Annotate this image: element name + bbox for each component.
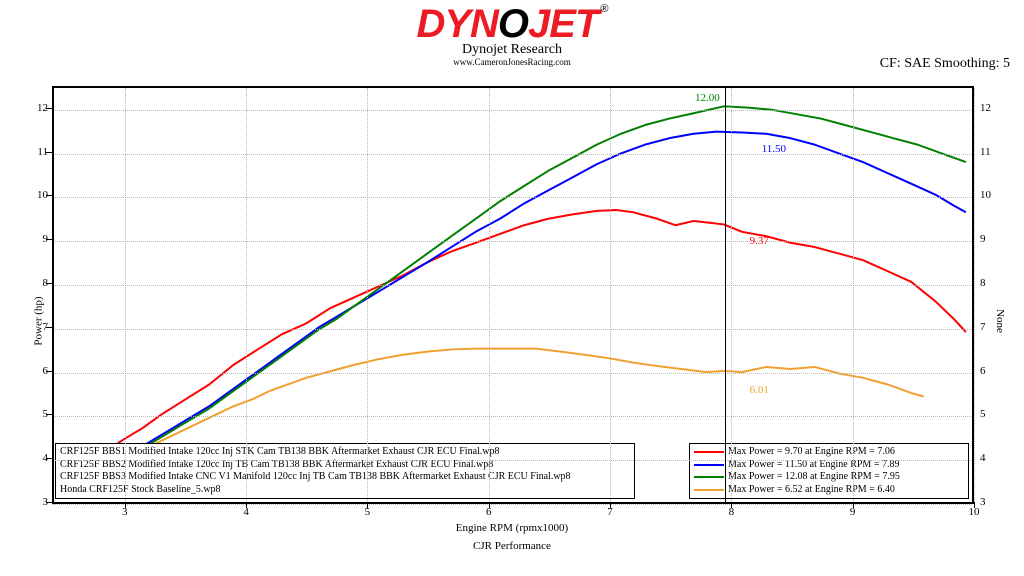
tick-mark [974,502,975,508]
grid-v [610,88,611,502]
grid-h [52,460,972,461]
dynojet-logo: DYNOJET® [416,4,607,44]
grid-v [853,88,854,502]
chart-lines-svg [52,88,972,502]
y-tick-right: 5 [980,408,1004,420]
grid-h [52,197,972,198]
logo-part-1: DYN [416,2,497,46]
legend-swatch [694,451,724,453]
grid-v [731,88,732,502]
grid-h [52,416,972,417]
tick-mark [46,371,52,372]
y-tick-right: 11 [980,146,1004,158]
grid-h [52,154,972,155]
tick-mark [489,502,490,508]
legend-text: Max Power = 12.08 at Engine RPM = 7.95 [728,471,900,484]
plot-area: CRF125F BBS1 Modified Intake 120cc Inj S… [52,86,974,502]
legend-run-item: Honda CRF125F Stock Baseline_5.wp8 [60,484,630,497]
grid-h [52,110,972,111]
grid-v [125,88,126,502]
y-tick: 10 [24,189,48,201]
tick-mark [367,502,368,508]
tick-mark [246,502,247,508]
legend-maxpower-item: Max Power = 6.52 at Engine RPM = 6.40 [694,484,964,497]
legend-swatch [694,464,724,466]
y-tick: 6 [24,365,48,377]
grid-h [52,504,972,505]
series-label-red: 9.37 [750,235,769,247]
y-tick: 4 [24,452,48,464]
tick-mark [610,502,611,508]
header: DYNOJET® Dynojet Research www.CameronJon… [0,0,1024,67]
tick-mark [46,502,52,503]
y-tick-right: 6 [980,365,1004,377]
tick-mark [46,327,52,328]
tick-mark [46,152,52,153]
y-tick: 9 [24,233,48,245]
y-tick: 3 [24,496,48,508]
grid-v [489,88,490,502]
y-tick-right: 10 [980,189,1004,201]
tick-mark [46,414,52,415]
y-axis [52,86,54,502]
y-tick-right: 7 [980,321,1004,333]
legend-text: Max Power = 6.52 at Engine RPM = 6.40 [728,484,895,497]
grid-v [974,88,975,502]
tick-mark [125,502,126,508]
logo-part-3: JET [528,2,598,46]
series-label-blue: 11.50 [762,143,786,155]
tick-mark [731,502,732,508]
registered-mark: ® [600,3,607,15]
legend-maxpower-item: Max Power = 9.70 at Engine RPM = 7.06 [694,446,964,459]
y-tick: 12 [24,102,48,114]
cf-smoothing-label: CF: SAE Smoothing: 5 [880,56,1010,72]
tick-mark [46,458,52,459]
legend-swatch [694,476,724,478]
grid-v [367,88,368,502]
tick-mark [46,195,52,196]
series-red [88,210,966,458]
tick-mark [46,283,52,284]
tick-mark [46,108,52,109]
series-label-green: 12.00 [695,92,720,104]
series-label-orange: 6.01 [750,384,769,396]
grid-h [52,373,972,374]
tick-mark [853,502,854,508]
peak-marker-line [725,88,726,504]
logo-part-2: O [498,2,528,46]
dyno-chart: Power (hp) None Engine RPM (rpmx1000) CJ… [18,86,1006,556]
y-tick-right: 12 [980,102,1004,114]
legend-maxpower-item: Max Power = 12.08 at Engine RPM = 7.95 [694,471,964,484]
x-axis [52,502,974,504]
grid-h [52,241,972,242]
y-tick-right: 3 [980,496,1004,508]
tick-mark [46,239,52,240]
company-subtitle: Dynojet Research [0,42,1024,58]
grid-h [52,285,972,286]
grid-h [52,329,972,330]
legend-runs: CRF125F BBS1 Modified Intake 120cc Inj S… [55,443,635,499]
y-tick: 11 [24,146,48,158]
series-orange [125,349,924,459]
y-tick-right: 9 [980,233,1004,245]
y-tick-right: 8 [980,277,1004,289]
y-tick: 5 [24,408,48,420]
website-label: www.CameronJonesRacing.com [0,57,1024,67]
legend-run-item: CRF125F BBS3 Modified Intake CNC V1 Mani… [60,471,630,484]
y-tick-right: 4 [980,452,1004,464]
y-tick: 7 [24,321,48,333]
grid-v [246,88,247,502]
legend-run-item: CRF125F BBS1 Modified Intake 120cc Inj S… [60,446,630,459]
legend-swatch [694,489,724,491]
x-axis-label: Engine RPM (rpmx1000) [456,522,568,534]
y-tick: 8 [24,277,48,289]
legend-text: Max Power = 9.70 at Engine RPM = 7.06 [728,446,895,459]
footer-label: CJR Performance [473,540,551,552]
